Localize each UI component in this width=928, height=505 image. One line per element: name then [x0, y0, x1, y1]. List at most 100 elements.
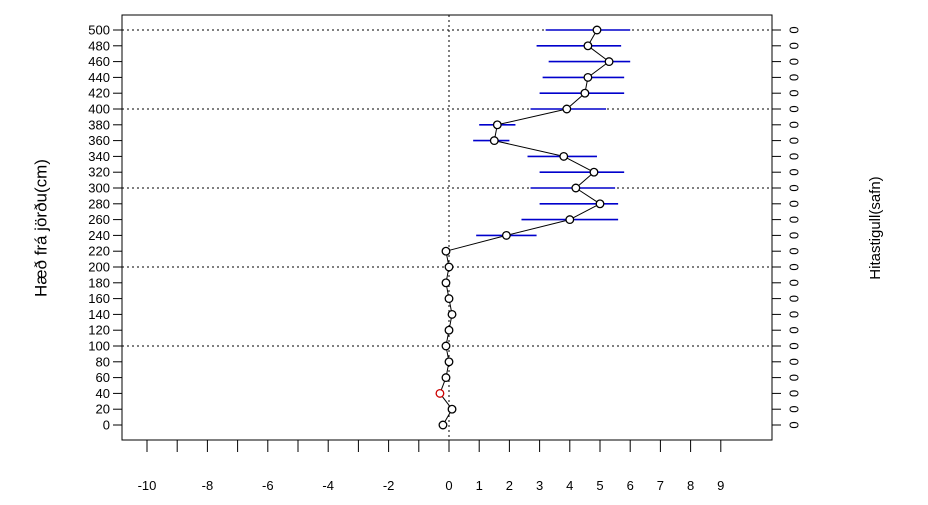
- right-tick-label: 0: [786, 390, 801, 397]
- data-point: [441, 278, 451, 288]
- y-tick-label: 460: [88, 54, 110, 69]
- right-tick-label: 0: [786, 421, 801, 428]
- x-tick-label: -8: [202, 478, 214, 493]
- data-point: [571, 183, 581, 193]
- data-point: [441, 246, 451, 256]
- right-tick-label: 0: [786, 216, 801, 223]
- y-tick-label: 320: [88, 165, 110, 180]
- y-tick-label: 120: [88, 323, 110, 338]
- y-tick-label: 260: [88, 212, 110, 227]
- y-tick-label: 60: [96, 370, 110, 385]
- x-tick-label: -2: [383, 478, 395, 493]
- data-point: [444, 325, 454, 335]
- y-tick-label: 380: [88, 117, 110, 132]
- connector-segment: [497, 108, 567, 126]
- right-tick-label: 0: [786, 105, 801, 112]
- x-tick-label: 9: [717, 478, 724, 493]
- data-point: [489, 136, 499, 146]
- y-tick-label: 100: [88, 339, 110, 354]
- x-tick-label: 8: [687, 478, 694, 493]
- y-tick-label: 20: [96, 402, 110, 417]
- data-point: [580, 88, 590, 98]
- y-tick-label: 40: [96, 386, 110, 401]
- data-point: [438, 420, 448, 430]
- connector-segment: [445, 234, 507, 252]
- data-point: [562, 104, 572, 114]
- data-point: [447, 309, 457, 319]
- data-point: [447, 404, 457, 414]
- right-tick-label: 0: [786, 358, 801, 365]
- right-tick-label: 0: [786, 232, 801, 239]
- data-point: [492, 120, 502, 130]
- right-tick-label: 0: [786, 121, 801, 128]
- data-point: [435, 388, 445, 398]
- y-tick-label: 180: [88, 275, 110, 290]
- right-tick-label: 0: [786, 311, 801, 318]
- error-bars: [473, 29, 631, 237]
- connector-segment: [506, 219, 570, 236]
- x-tick-label: 7: [657, 478, 664, 493]
- right-tick-label: 0: [786, 200, 801, 207]
- data-point: [444, 357, 454, 367]
- y-tick-label: 300: [88, 181, 110, 196]
- data-point: [444, 294, 454, 304]
- x-tick-label: 2: [506, 478, 513, 493]
- y-tick-label: 280: [88, 196, 110, 211]
- data-point: [592, 25, 602, 35]
- data-point: [589, 167, 599, 177]
- y-tick-label: 480: [88, 38, 110, 53]
- right-tick-label: 0: [786, 342, 801, 349]
- x-tick-label: 4: [566, 478, 573, 493]
- y-tick-label: 200: [88, 260, 110, 275]
- right-tick-label: 0: [786, 327, 801, 334]
- plot-frame: [121, 14, 773, 441]
- data-point: [565, 215, 575, 225]
- y-tick-label: 240: [88, 228, 110, 243]
- x-tick-label: 3: [536, 478, 543, 493]
- data-points: [435, 25, 614, 430]
- y-tick-label: 220: [88, 244, 110, 259]
- right-axis-title: Hitastigull(safn): [867, 176, 884, 279]
- right-tick-label: 0: [786, 263, 801, 270]
- data-point: [441, 341, 451, 351]
- y-tick-label: 440: [88, 70, 110, 85]
- right-tick-label: 0: [786, 279, 801, 286]
- y-tick-label: 80: [96, 354, 110, 369]
- y-axis: 0204060801001201401601802002202402602803…: [88, 23, 122, 433]
- data-point: [583, 41, 593, 51]
- right-tick-label: 0: [786, 169, 801, 176]
- y-tick-label: 160: [88, 291, 110, 306]
- right-tick-label: 0: [786, 184, 801, 191]
- data-point: [501, 230, 511, 240]
- y-tick-label: 360: [88, 133, 110, 148]
- data-point: [604, 57, 614, 67]
- right-tick-label: 0: [786, 42, 801, 49]
- x-tick-label: -6: [262, 478, 274, 493]
- x-tick-label: 6: [627, 478, 634, 493]
- data-point: [595, 199, 605, 209]
- right-tick-label: 0: [786, 374, 801, 381]
- data-point: [583, 72, 593, 82]
- right-tick-label: 0: [786, 74, 801, 81]
- y-tick-label: 0: [103, 418, 110, 433]
- right-tick-label: 0: [786, 406, 801, 413]
- y-tick-label: 340: [88, 149, 110, 164]
- connector-segment: [494, 140, 564, 157]
- x-axis: -10 -8 -6 -4 -2 0 1 2 3 4 5 6 7 8 9: [138, 440, 724, 493]
- x-tick-label: 1: [476, 478, 483, 493]
- right-tick-label: 0: [786, 153, 801, 160]
- y-tick-label: 420: [88, 86, 110, 101]
- x-tick-label: -4: [322, 478, 334, 493]
- right-tick-label: 0: [786, 26, 801, 33]
- y-tick-label: 400: [88, 102, 110, 117]
- y-tick-label: 500: [88, 23, 110, 38]
- data-point: [444, 262, 454, 272]
- right-tick-label: 0: [786, 58, 801, 65]
- x-tick-label: 5: [596, 478, 603, 493]
- y-axis-title: Hæð frá jörðu(cm): [31, 159, 50, 297]
- data-point: [441, 373, 451, 383]
- x-tick-label: -10: [138, 478, 157, 493]
- x-tick-label: 0: [445, 478, 452, 493]
- right-axis: 0 0 0 0 0 0 0 0 0 0 0 0 0 0 0 0 0 0 0 0 0 0 0 0 0 0: [772, 26, 801, 429]
